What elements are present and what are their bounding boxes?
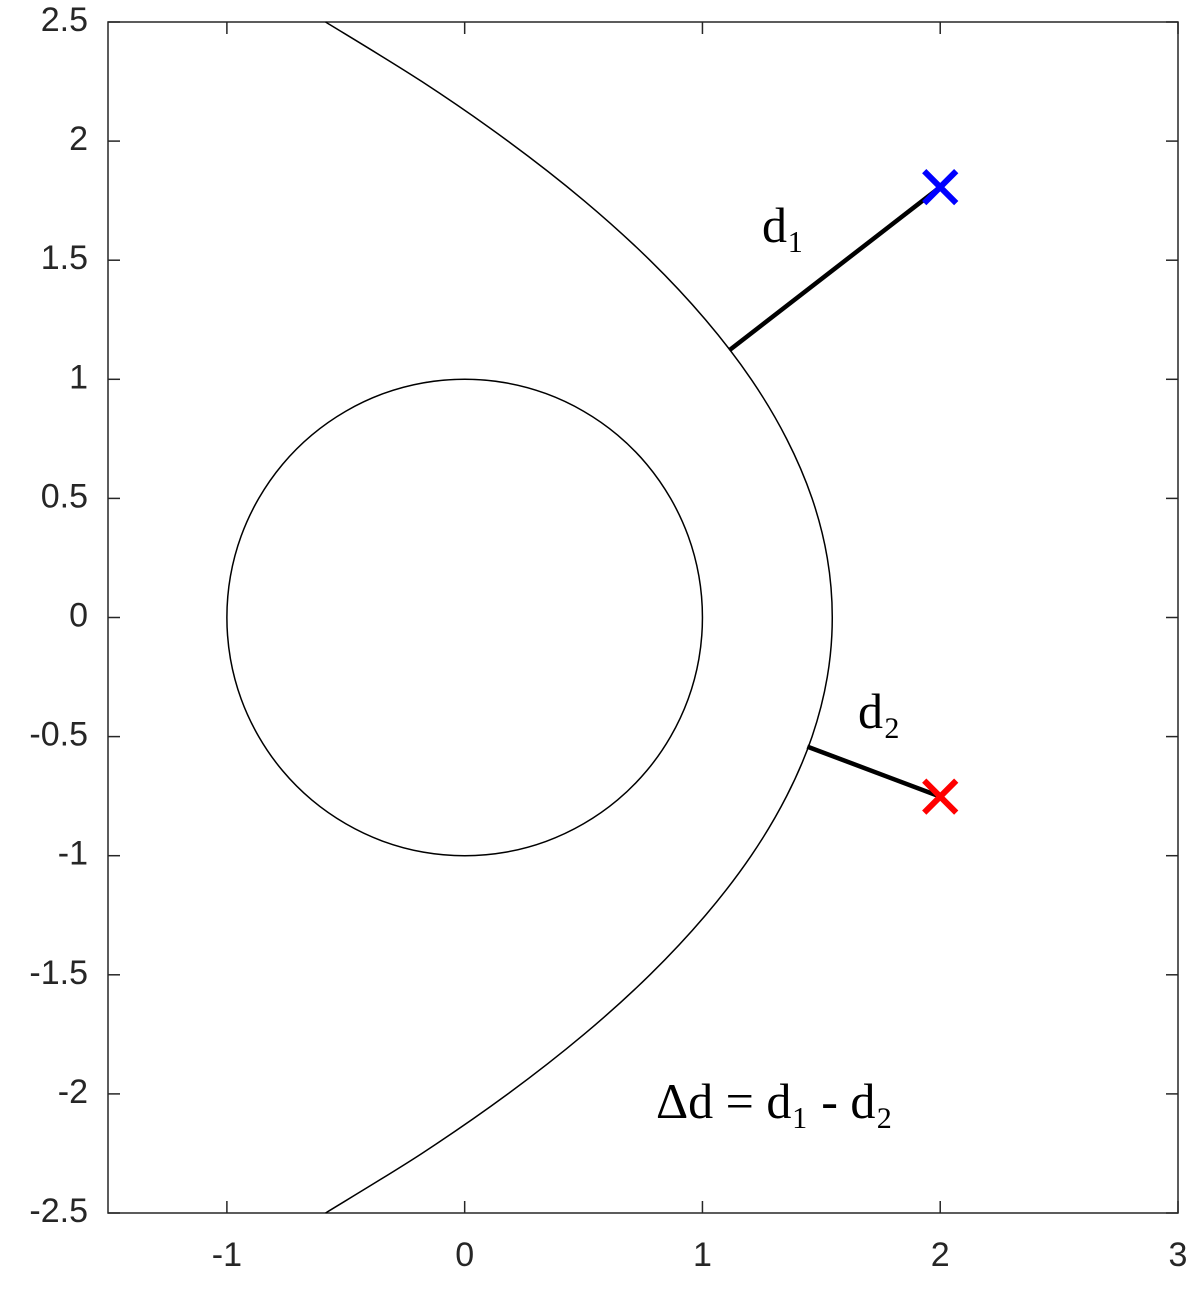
y-tick-label: 1.5 xyxy=(41,239,88,277)
y-tick-label: -2.5 xyxy=(29,1192,88,1230)
y-tick-label: 1 xyxy=(69,358,88,396)
annotation: d₂ xyxy=(858,683,900,739)
x-tick-label: 1 xyxy=(693,1236,712,1274)
y-tick-label: -2 xyxy=(58,1073,88,1111)
y-tick-label: -1 xyxy=(58,835,88,873)
x-tick-label: -1 xyxy=(212,1236,242,1274)
y-tick-label: -1.5 xyxy=(29,954,88,992)
marker xyxy=(922,168,959,206)
x-tick-label: 2 xyxy=(931,1236,950,1274)
x-tick-label: 0 xyxy=(455,1236,474,1274)
y-tick-label: 0 xyxy=(69,596,88,634)
curve xyxy=(226,378,704,857)
distance-line xyxy=(727,185,942,353)
annotation: d₁ xyxy=(762,197,804,253)
y-tick-label: -0.5 xyxy=(29,716,88,754)
y-tick-label: 2.5 xyxy=(41,1,88,39)
annotation: Δd = d₁ - d₂ xyxy=(656,1073,893,1129)
x-tick-label: 3 xyxy=(1169,1236,1188,1274)
curve xyxy=(325,21,834,1214)
marker xyxy=(922,778,959,815)
y-tick-label: 0.5 xyxy=(41,477,88,515)
distance-line xyxy=(806,744,942,799)
y-tick-label: 2 xyxy=(69,120,88,158)
plot-frame xyxy=(107,21,1179,1214)
